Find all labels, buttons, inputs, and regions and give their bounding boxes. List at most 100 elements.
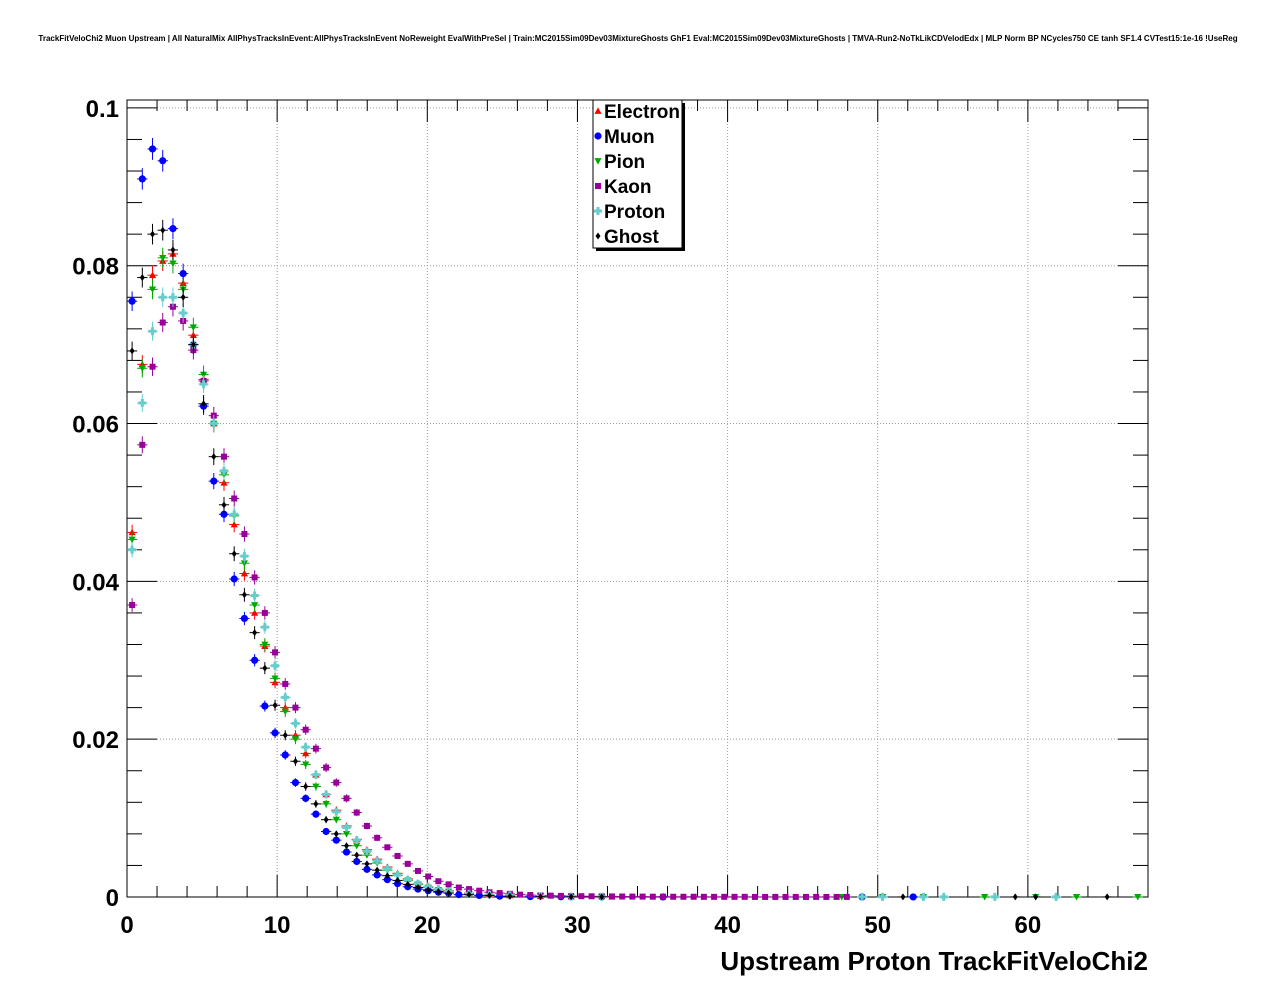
- data-point: [291, 778, 300, 787]
- data-point: [158, 293, 167, 302]
- data-point: [455, 891, 463, 899]
- data-point: [302, 794, 310, 802]
- data-point: [680, 893, 687, 900]
- data-point: [169, 260, 177, 267]
- data-point: [939, 892, 948, 901]
- data-point: [252, 629, 258, 637]
- data-point: [395, 876, 401, 884]
- data-point: [291, 736, 300, 743]
- data-point: [981, 894, 989, 901]
- legend: Electron Muon Pion Kaon Proton Ghost: [592, 99, 685, 251]
- data-point: [159, 254, 167, 262]
- legend-marker-muon: [594, 132, 602, 140]
- data-point: [292, 704, 299, 711]
- data-point: [343, 795, 350, 802]
- data-point: [251, 656, 259, 664]
- data-point: [455, 884, 462, 891]
- legend-label-ghost: Ghost: [604, 227, 660, 248]
- data-point: [322, 790, 331, 799]
- data-point: [362, 847, 371, 856]
- page-title: TrackFitVeloChi2 Muon Upstream | All Nat…: [38, 34, 1238, 43]
- data-point: [139, 441, 146, 448]
- data-point: [332, 816, 340, 824]
- data-point: [149, 363, 156, 370]
- data-point: [272, 649, 279, 656]
- data-point: [250, 591, 259, 600]
- data-point: [251, 609, 259, 616]
- data-point: [282, 731, 288, 739]
- data-point: [353, 857, 361, 866]
- data-point: [608, 893, 615, 900]
- data-point: [231, 550, 237, 558]
- data-point: [220, 510, 228, 518]
- data-point: [138, 399, 147, 408]
- data-point: [919, 892, 928, 901]
- data-point: [435, 887, 441, 895]
- y-tick-label: 0.08: [72, 254, 119, 281]
- data-point: [211, 453, 217, 461]
- data-point: [363, 822, 370, 829]
- data-point: [240, 569, 249, 577]
- data-point: [990, 892, 999, 901]
- data-point: [281, 708, 289, 716]
- legend-label-kaon: Kaon: [604, 177, 652, 198]
- data-point: [342, 848, 351, 856]
- data-point: [415, 884, 421, 892]
- x-axis-title: Upstream Proton TrackFitVeloChi2: [720, 946, 1148, 976]
- x-tick-label: 20: [414, 912, 441, 939]
- legend-marker-pion: [594, 158, 602, 165]
- data-point: [762, 893, 769, 900]
- data-point: [261, 702, 269, 710]
- data-point: [690, 893, 697, 900]
- data-point: [476, 887, 483, 894]
- data-point: [261, 609, 268, 616]
- data-point: [230, 520, 238, 528]
- data-point: [1072, 894, 1081, 901]
- data-point: [629, 893, 636, 900]
- data-point: [486, 891, 492, 899]
- data-point: [342, 823, 351, 832]
- data-point: [588, 893, 595, 900]
- y-tick-label: 0.1: [86, 96, 119, 123]
- data-point: [128, 536, 136, 544]
- data-point: [323, 764, 330, 771]
- y-tick-label: 0.04: [72, 569, 119, 596]
- data-point: [230, 510, 239, 519]
- y-tick-label: 0: [106, 885, 119, 912]
- data-point: [179, 309, 188, 318]
- data-point: [333, 779, 340, 786]
- data-point: [262, 664, 268, 672]
- data-point: [414, 867, 421, 874]
- data-point: [354, 851, 360, 859]
- data-point: [231, 495, 238, 502]
- data-point: [240, 552, 249, 561]
- x-tick-label: 0: [120, 912, 133, 939]
- data-point: [344, 842, 350, 850]
- data-point: [772, 893, 779, 900]
- data-point: [466, 891, 472, 899]
- data-point: [150, 230, 156, 238]
- data-point: [241, 591, 247, 599]
- data-point: [170, 246, 176, 254]
- data-point: [384, 872, 390, 880]
- data-point: [302, 726, 309, 733]
- data-point: [281, 693, 290, 702]
- data-point: [900, 893, 906, 901]
- data-point: [129, 347, 135, 355]
- data-point: [363, 852, 371, 859]
- data-point: [527, 892, 534, 899]
- data-point: [813, 893, 820, 900]
- data-point: [466, 886, 473, 893]
- x-tick-label: 10: [264, 912, 291, 939]
- data-point: [568, 893, 574, 901]
- data-point: [833, 893, 840, 900]
- data-point: [251, 574, 258, 581]
- data-point: [281, 751, 289, 759]
- x-tick-label: 40: [714, 912, 741, 939]
- data-point: [159, 157, 167, 165]
- data-point: [261, 641, 269, 649]
- data-point: [405, 880, 411, 888]
- series-ghost: [127, 219, 1113, 901]
- data-point: [413, 879, 422, 888]
